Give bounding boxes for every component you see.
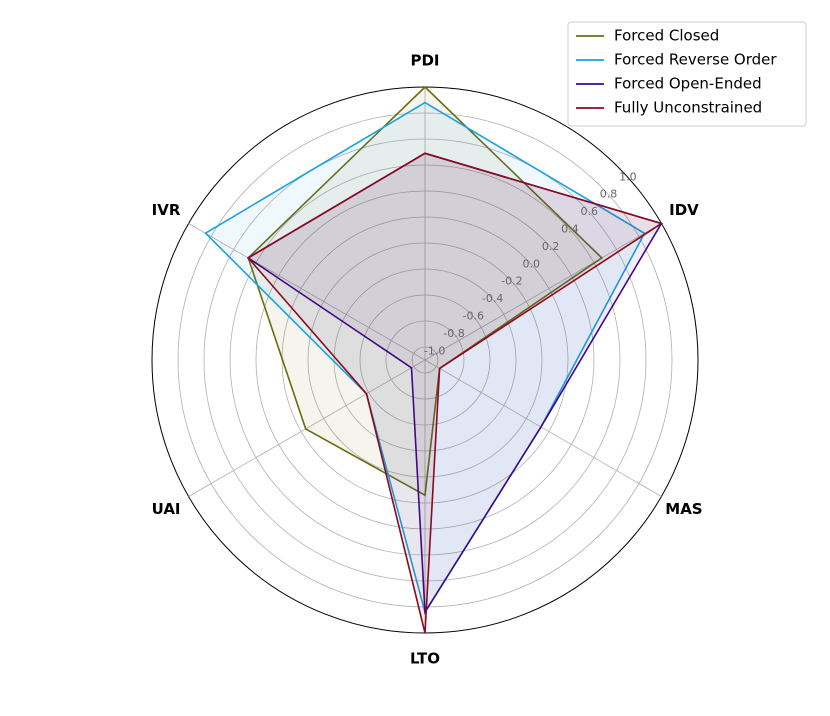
r-tick-label: 0.0 [523, 257, 541, 270]
legend-label: Fully Unconstrained [614, 99, 762, 117]
legend-label: Forced Reverse Order [614, 51, 777, 69]
category-label: IDV [669, 201, 699, 219]
category-label: LTO [410, 650, 440, 668]
r-tick-label: -0.2 [501, 275, 522, 288]
category-label: IVR [152, 201, 181, 219]
series-line [246, 152, 664, 634]
spoke [188, 359, 426, 497]
r-tick-label: 1.0 [619, 170, 637, 183]
series-area [248, 153, 662, 634]
r-tick-label: 0.8 [600, 188, 618, 201]
r-tick-label: 0.6 [580, 205, 598, 218]
legend-label: Forced Closed [614, 27, 719, 45]
legend-label: Forced Open-Ended [614, 75, 762, 93]
legend-box [567, 21, 807, 127]
r-tick-label: -0.4 [482, 292, 503, 305]
category-label: MAS [665, 500, 702, 518]
series-area [248, 87, 602, 496]
r-tick-label: -1.0 [424, 344, 445, 357]
series-area [205, 102, 645, 613]
r-tick-label: 0.4 [561, 223, 579, 236]
spoke [424, 359, 662, 497]
spoke [188, 223, 426, 361]
category-label: PDI [410, 52, 439, 70]
r-tick-label: -0.6 [463, 310, 484, 323]
spoke [424, 223, 662, 361]
category-label: UAI [152, 500, 181, 518]
r-tick-label: -0.8 [443, 327, 464, 340]
series-area [248, 153, 662, 613]
r-tick-label: 0.2 [542, 240, 560, 253]
